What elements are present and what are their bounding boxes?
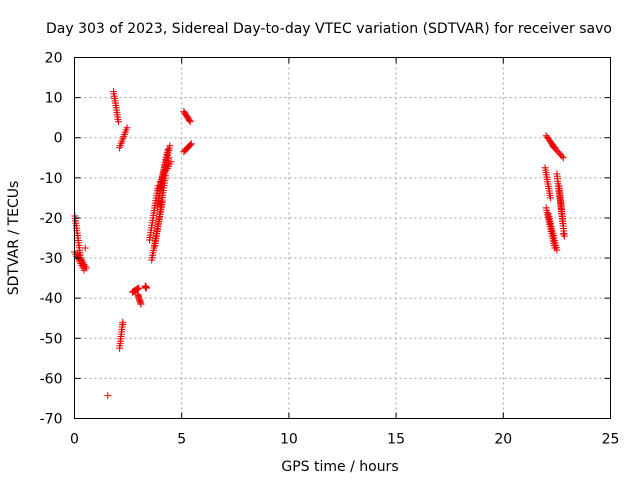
grid <box>74 57 611 419</box>
data-point <box>81 244 89 252</box>
data-point <box>187 140 195 148</box>
y-tick-labels: -70 -60 -50 -40 -30 -20 -10 0 10 20 <box>40 51 63 428</box>
data-points <box>71 88 568 400</box>
data-point <box>559 230 567 238</box>
y-tick-label: 0 <box>54 131 63 147</box>
data-point <box>76 254 84 262</box>
data-point <box>559 222 567 230</box>
data-point <box>133 285 141 293</box>
data-point <box>186 118 194 126</box>
y-tick-label: -10 <box>40 171 63 187</box>
data-point <box>123 124 131 132</box>
data-point <box>77 255 85 263</box>
data-point <box>74 250 82 258</box>
y-tick-label: -20 <box>40 211 63 227</box>
data-point <box>166 142 174 150</box>
axis-ticks <box>74 57 611 419</box>
data-point <box>186 141 194 149</box>
data-point <box>81 262 89 270</box>
data-point <box>104 392 112 400</box>
x-axis-label: GPS time / hours <box>281 459 398 475</box>
y-axis-label: SDTVAR / TECUs <box>6 181 22 296</box>
data-point <box>553 246 561 254</box>
data-point <box>165 154 173 162</box>
data-point <box>546 194 554 202</box>
x-tick-label: 0 <box>70 432 79 448</box>
data-point <box>119 320 127 328</box>
y-tick-label: -50 <box>40 331 63 347</box>
y-tick-label: 20 <box>45 51 63 67</box>
chart-title: Day 303 of 2023, Sidereal Day-to-day VTE… <box>46 21 612 37</box>
x-tick-labels: 0 5 10 15 20 25 <box>70 432 619 448</box>
x-tick-label: 5 <box>177 432 186 448</box>
data-point <box>78 257 86 265</box>
x-tick-label: 10 <box>280 432 298 448</box>
data-point <box>185 116 193 124</box>
y-tick-label: 10 <box>45 91 63 107</box>
y-tick-label: -70 <box>40 412 63 428</box>
data-point <box>559 154 567 162</box>
data-point <box>79 259 87 267</box>
data-point <box>558 152 566 160</box>
data-point <box>80 261 88 269</box>
data-point <box>146 236 154 244</box>
y-tick-label: -60 <box>40 371 63 387</box>
data-point <box>167 158 175 166</box>
data-point <box>142 284 150 292</box>
x-tick-label: 15 <box>387 432 405 448</box>
y-tick-label: -40 <box>40 291 63 307</box>
plot-frame <box>74 57 611 419</box>
x-tick-label: 20 <box>494 432 512 448</box>
y-tick-label: -30 <box>40 251 63 267</box>
data-point <box>82 264 90 272</box>
data-point <box>114 118 122 126</box>
x-tick-label: 25 <box>602 432 620 448</box>
data-point <box>135 284 143 292</box>
data-point <box>137 300 145 308</box>
